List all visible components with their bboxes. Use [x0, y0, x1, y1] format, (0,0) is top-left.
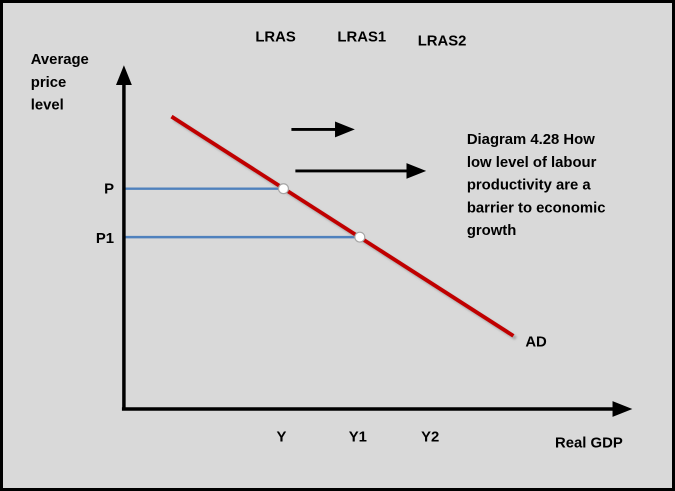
lras-label: LRAS: [255, 30, 296, 46]
caption-line5: growth: [467, 223, 517, 239]
caption-line1: Diagram 4.28 How: [467, 132, 595, 148]
x-axis-title: Real GDP: [555, 436, 623, 452]
gdp-label-y1: Y1: [349, 430, 367, 446]
intersection-point-p: [277, 183, 290, 195]
y-axis-title-line2: price: [31, 75, 67, 91]
ad-label: AD: [525, 335, 547, 351]
gdp-label-y2: Y2: [421, 430, 439, 446]
caption-line3: productivity are a: [467, 178, 592, 194]
caption-line2: low level of labour: [467, 155, 597, 171]
price-label-p: P: [104, 182, 114, 198]
y-axis-title-line1: Average: [31, 52, 89, 68]
price-label-p1: P1: [96, 231, 114, 247]
economics-diagram: Average price level LRAS LRAS1 LRAS2 AD …: [31, 30, 633, 452]
gdp-label-y: Y: [277, 430, 287, 446]
lras1-label: LRAS1: [337, 30, 386, 46]
caption-line4: barrier to economic: [467, 200, 606, 216]
ad-curve: [170, 114, 515, 338]
lras2-label: LRAS2: [418, 33, 467, 49]
intersection-point-p1: [354, 231, 366, 243]
y-axis-title-line3: level: [31, 98, 64, 114]
